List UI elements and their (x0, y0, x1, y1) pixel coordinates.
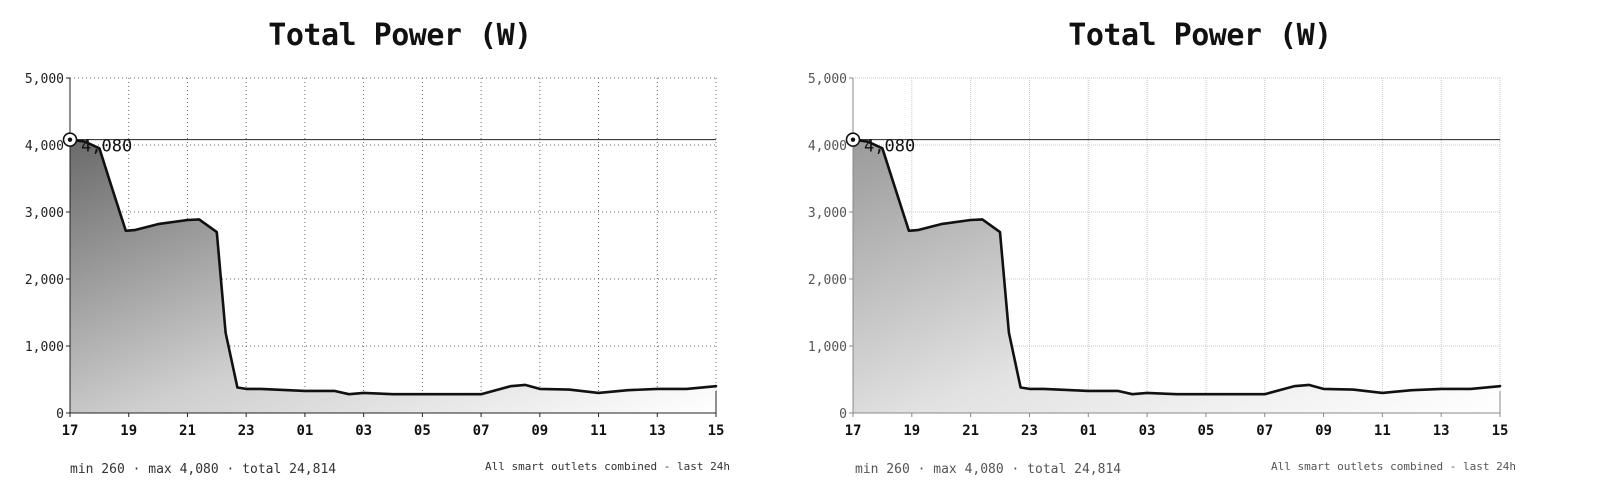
x-tick-label: 15 (1492, 423, 1509, 439)
x-tick-label: 15 (708, 423, 725, 439)
x-tick-label: 01 (296, 423, 313, 439)
peak-marker-dot (67, 137, 73, 142)
chart-summary: min 260 · max 4,080 · total 24,814 (855, 462, 1122, 477)
x-tick-label: 07 (1256, 423, 1273, 439)
x-tick-label: 09 (531, 423, 548, 439)
y-tick-label: 3,000 (25, 206, 64, 221)
chart-summary: min 260 · max 4,080 · total 24,814 (70, 462, 337, 477)
x-tick-label: 13 (649, 423, 666, 439)
x-tick-label: 03 (1139, 423, 1156, 439)
x-tick-label: 13 (1433, 423, 1450, 439)
x-tick-label: 09 (1315, 423, 1332, 439)
x-tick-label: 17 (845, 423, 862, 439)
chart-note: All smart outlets combined - last 24h (1270, 460, 1516, 473)
chart-title: Total Power (W) (268, 18, 532, 53)
y-tick-label: 3,000 (808, 206, 847, 221)
y-tick-label: 5,000 (808, 72, 847, 87)
peak-marker-dot (850, 137, 856, 142)
chart-panel-right: Total Power (W) 0 1,000 2,000 3,000 4,000 5,0… (800, 0, 1600, 480)
area-fill (70, 139, 716, 413)
x-tick-label: 05 (414, 423, 431, 439)
chart-plot: 0 1,000 2,000 3,000 4,000 5,000 17 19 21 23 01 03 05… (808, 72, 1509, 439)
x-tick-label: 03 (355, 423, 372, 439)
series-line (68, 138, 718, 396)
x-tick-label: 23 (1021, 423, 1038, 439)
peak-label: 4,080 (81, 137, 132, 157)
x-tick-label: 23 (238, 423, 255, 439)
x-tick-label: 11 (590, 423, 607, 439)
x-tick-label: 19 (903, 423, 920, 439)
y-tick-label: 4,000 (808, 139, 847, 154)
x-tick-label: 01 (1080, 423, 1097, 439)
chart-plot: 0 1,000 2,000 3,000 4,000 5,000 17 19 21 23 01 03 05… (25, 72, 725, 439)
x-tick-label: 07 (473, 423, 490, 439)
x-tick-label: 11 (1374, 423, 1391, 439)
area-fill (853, 139, 1500, 413)
y-tick-label: 1,000 (25, 340, 64, 355)
chart-panel-left: Total Power (W) 0 1,000 2,000 3,000 4,000 5,0… (25, 18, 730, 477)
chart-note: All smart outlets combined - last 24h (484, 460, 730, 473)
y-tick-label: 2,000 (25, 273, 64, 288)
y-tick-label: 1,000 (808, 340, 847, 355)
y-tick-label: 4,000 (25, 139, 64, 154)
y-tick-label: 0 (56, 407, 64, 422)
x-tick-label: 05 (1197, 423, 1214, 439)
x-tick-label: 21 (179, 423, 196, 439)
y-tick-label: 0 (839, 407, 847, 422)
peak-label: 4,080 (864, 137, 915, 157)
series-line (851, 138, 1502, 396)
x-tick-label: 21 (962, 423, 979, 439)
x-tick-label: 17 (62, 423, 79, 439)
x-tick-label: 19 (120, 423, 137, 439)
y-tick-label: 2,000 (808, 273, 847, 288)
y-tick-label: 5,000 (25, 72, 64, 87)
chart-title: Total Power (W) (1068, 18, 1332, 53)
